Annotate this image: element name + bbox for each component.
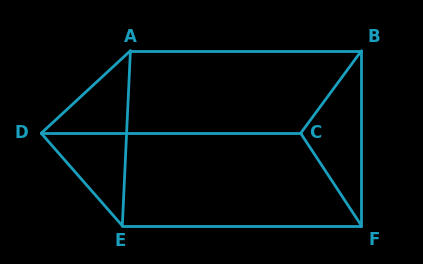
Text: B: B [367, 28, 380, 46]
Text: D: D [15, 124, 29, 142]
Text: F: F [369, 230, 380, 248]
Text: C: C [309, 124, 321, 142]
Text: A: A [124, 28, 137, 46]
Text: E: E [115, 232, 126, 250]
